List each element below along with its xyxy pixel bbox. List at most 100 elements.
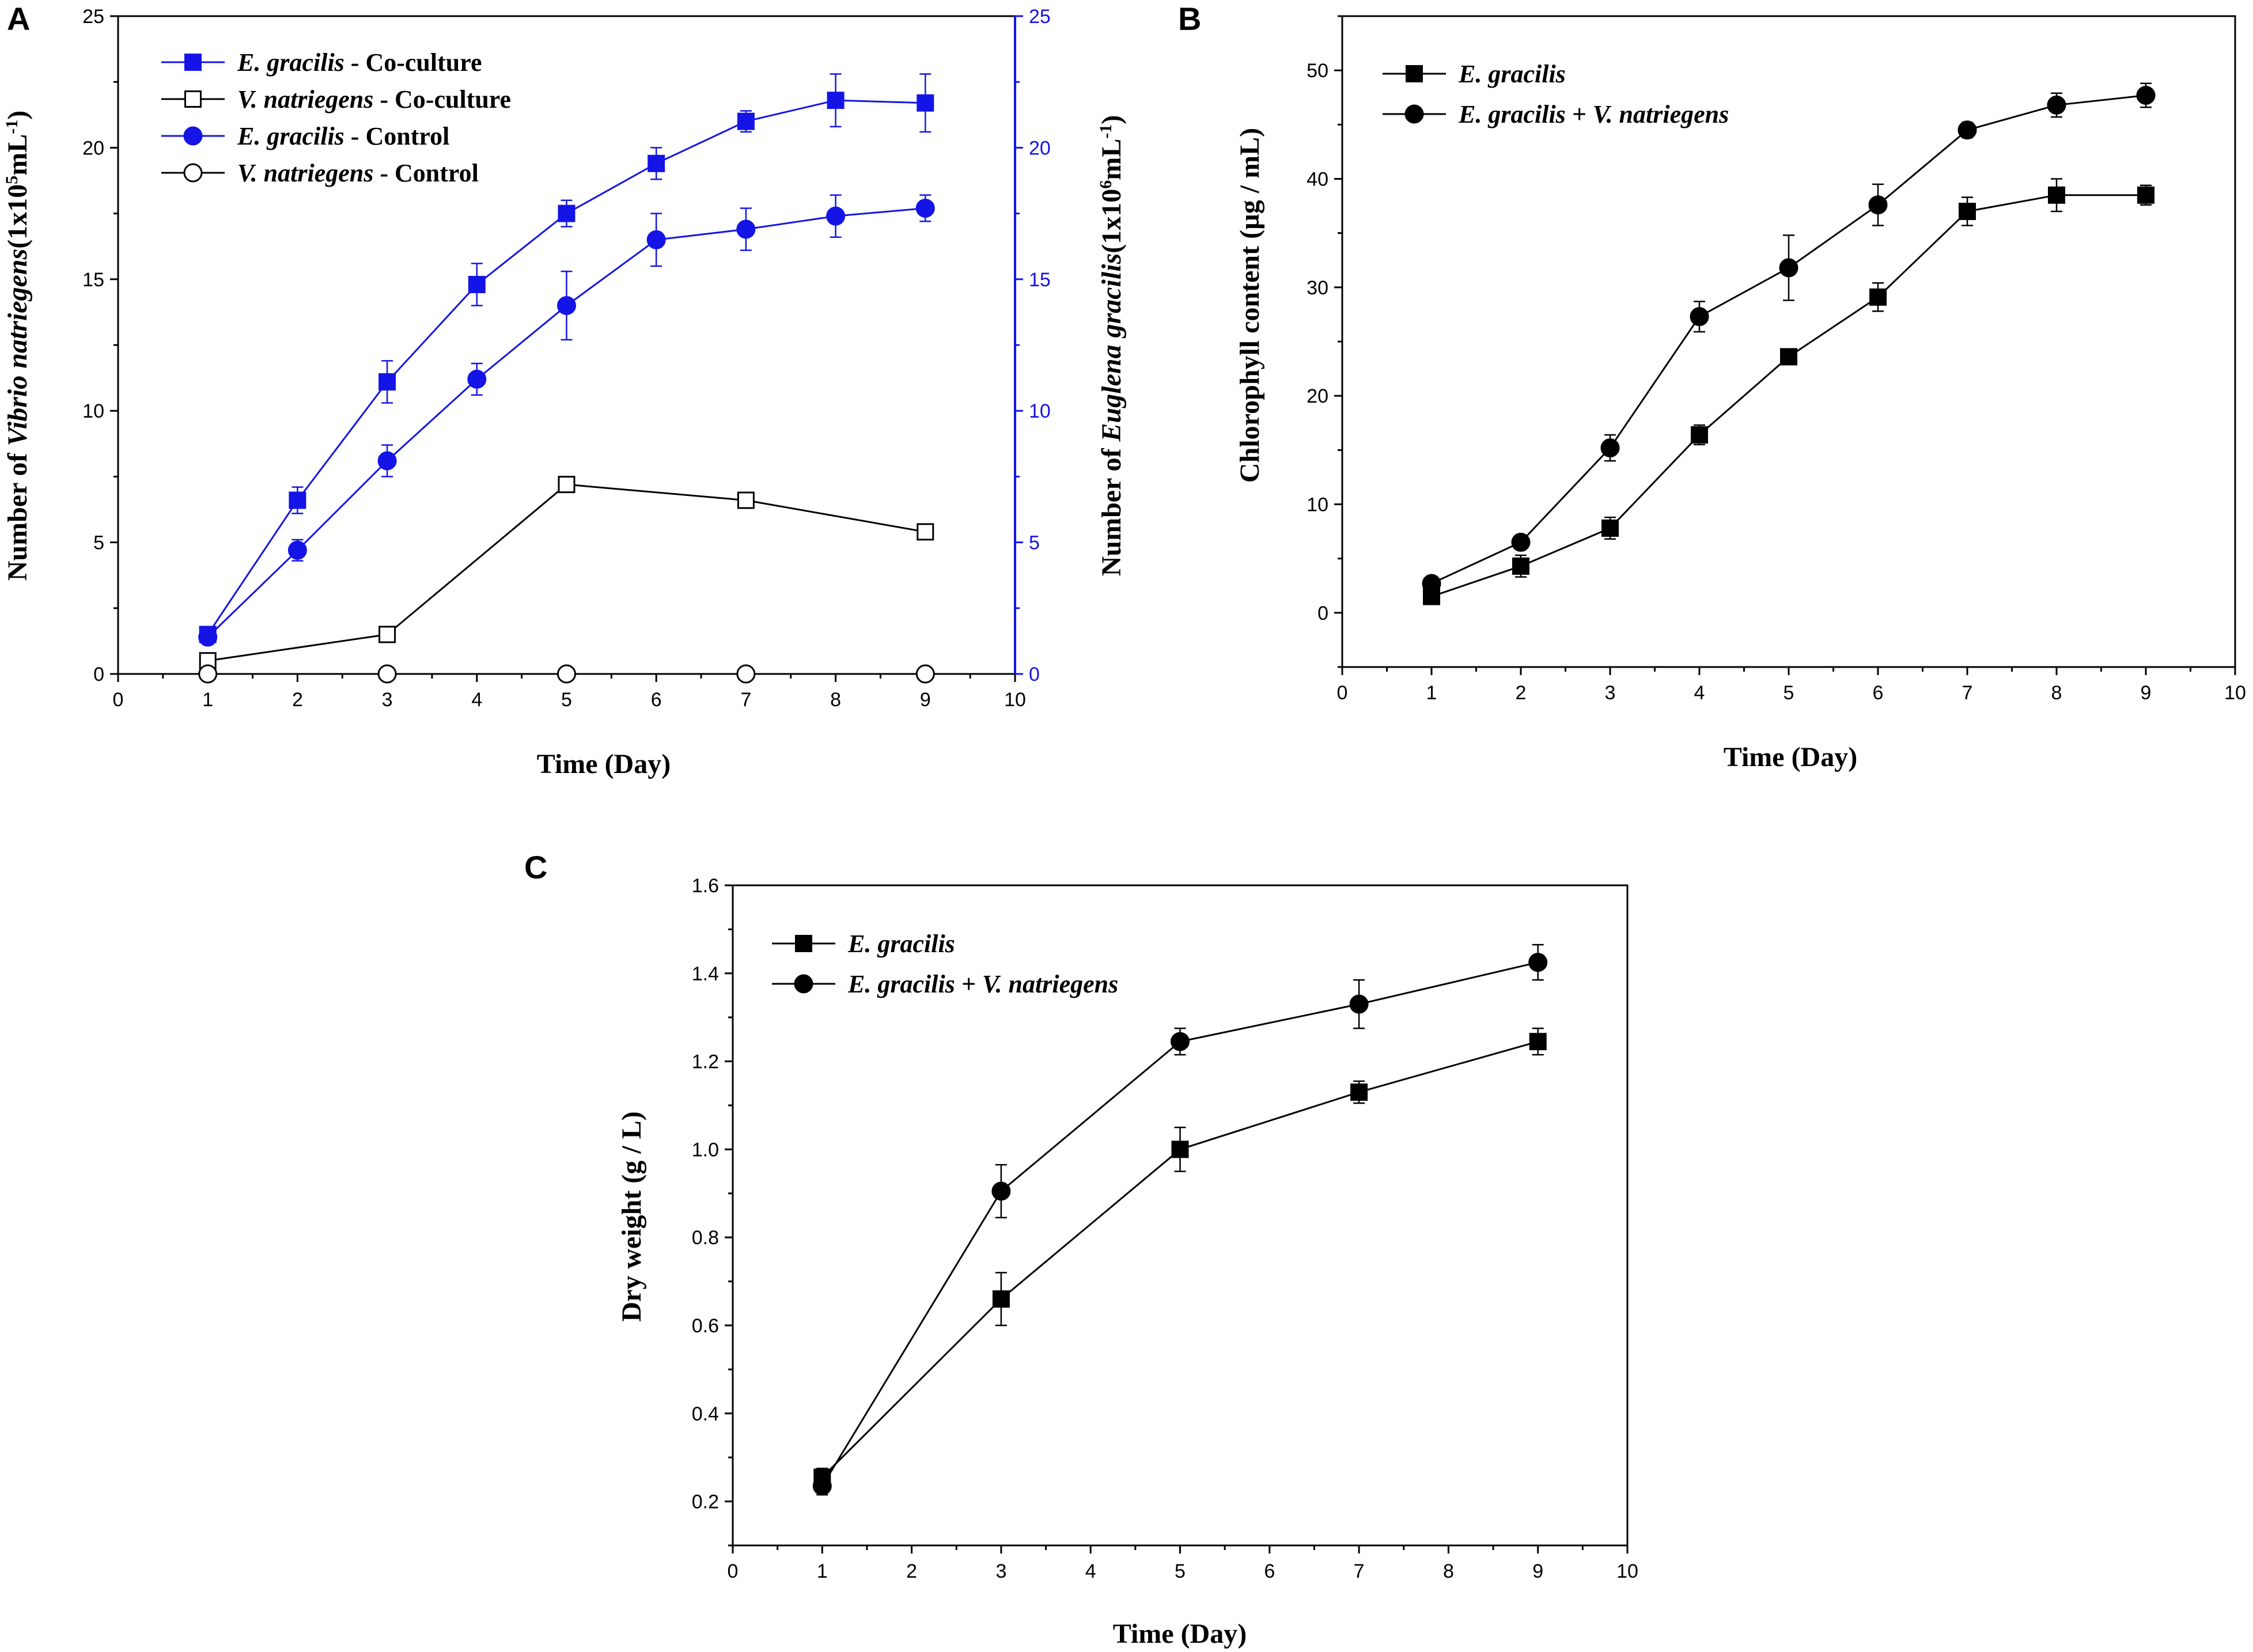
panel-c-x-tick-label: 8 — [1443, 1560, 1454, 1582]
panel-a-y-tick-label: 20 — [82, 137, 104, 159]
panel-a-letter: A — [7, 1, 30, 37]
panel-b-y-tick-label: 50 — [1307, 60, 1328, 82]
panel-a-legend-entry: E. gracilis - Co-culture — [237, 48, 482, 77]
panel-a-y-right-tick-label: 10 — [1029, 400, 1051, 422]
panel-a-data-point — [646, 230, 666, 249]
panel-a-series-3 — [198, 664, 935, 684]
panel-a-data-point — [377, 664, 397, 684]
panel-b-x-tick-label: 0 — [1337, 682, 1348, 704]
panel-c-y-tick-label: 1.2 — [692, 1051, 719, 1073]
panel-c-x-tick-label: 3 — [995, 1560, 1006, 1582]
panel-a-x-tick-label: 2 — [292, 689, 303, 711]
panel-a-y-right-tick-label: 25 — [1029, 6, 1051, 28]
panel-c-data-point — [1529, 1033, 1547, 1051]
panel-a-data-point — [827, 92, 845, 109]
panel-a-y-right-tick-label: 5 — [1029, 532, 1040, 554]
panel-a-frame — [117, 15, 1016, 675]
panel-a-data-point — [737, 491, 755, 509]
panel-b-data-point — [2047, 95, 2066, 115]
panel-a-y-right-tick-label: 20 — [1029, 137, 1051, 159]
panel-a-y-tick-label: 15 — [82, 269, 104, 291]
panel-c: C 0 1 2 3 4 5 6 7 8 9 10 0.2 0.4 0.6 0.8 1.0 1.2 1.4 1.6 Tim… — [524, 849, 1638, 1649]
panel-b-x-axis-title: Time (Day) — [1724, 742, 1857, 772]
panel-b-data-point — [1869, 288, 1887, 306]
panel-a-data-point — [468, 275, 486, 293]
panel-c-letter: C — [524, 849, 547, 885]
panel-c-x-tick-label: 9 — [1532, 1560, 1543, 1582]
panel-b-data-point — [1780, 348, 1797, 366]
panel-b-x-tick-label: 6 — [1873, 682, 1884, 704]
panel-a-y-tick-label: 10 — [82, 400, 104, 422]
panel-a-data-point — [915, 198, 935, 218]
panel-a-legend-entry: E. gracilis - Control — [237, 122, 449, 150]
panel-a-series-line — [207, 483, 926, 662]
panel-b-data-point — [1691, 426, 1708, 444]
panel-a-legend-marker — [183, 163, 203, 183]
panel-c-y-tick-label: 1.0 — [692, 1139, 719, 1161]
panel-c-x-axis-title: Time (Day) — [1113, 1619, 1247, 1649]
panel-a-y-right-tick-label: 0 — [1029, 664, 1040, 685]
panel-a-series-1 — [199, 476, 934, 670]
panel-a-legend-marker — [184, 90, 202, 108]
panel-b-legend-entry: E. gracilis — [1458, 60, 1566, 88]
panel-c-y-tick-label: 1.6 — [692, 875, 719, 897]
panel-b-x-tick-label: 7 — [1962, 682, 1973, 704]
panel-a-y-right-tick-label: 15 — [1029, 269, 1051, 291]
panel-b-data-point — [1868, 195, 1888, 215]
panel-c-series-1 — [812, 944, 1548, 1496]
panel-a-legend-entry: V. natriegens - Control — [237, 159, 479, 187]
panel-b-x-tick-label: 9 — [2141, 682, 2152, 704]
panel-a-data-point — [287, 540, 307, 560]
panel-c-y-tick-label: 0.8 — [692, 1227, 719, 1249]
panel-a-y-axis-title-right: Number of Euglena gracilis(1x106mL-1) — [1096, 115, 1127, 576]
panel-a-data-point — [558, 204, 575, 222]
panel-a-data-point — [198, 627, 218, 647]
panel-c-legend-marker — [794, 974, 813, 994]
panel-b-series-0 — [1423, 178, 2154, 605]
panel-a-x-tick-label: 10 — [1004, 689, 1026, 711]
panel-c-y-tick-label: 0.2 — [692, 1491, 719, 1513]
panel-c-data-point — [992, 1290, 1010, 1308]
panel-b-y-axis-title: Chlorophyll content (µg / mL) — [1235, 128, 1265, 483]
panel-b-data-point — [1957, 120, 1977, 140]
panel-a-data-point — [289, 491, 306, 509]
panel-b-data-point — [1600, 438, 1620, 458]
panel-c-y-tick-label: 1.4 — [692, 963, 719, 985]
panel-b-legend-entry: E. gracilis + V. natriegens — [1458, 100, 1729, 128]
panel-a-x-tick-label: 5 — [561, 689, 572, 711]
panel-b-data-point — [2137, 186, 2154, 204]
panel-a-data-point — [917, 523, 934, 541]
panel-b: B 0 1 2 3 4 5 6 7 8 9 10 0 10 20 30 40 50 Time (Day) Chloro… — [1178, 1, 2246, 772]
panel-a-x-tick-label: 7 — [740, 689, 751, 711]
panel-b-data-point — [1959, 203, 1976, 220]
panel-a-data-point — [378, 373, 396, 391]
panel-c-legend-marker — [795, 935, 812, 952]
panel-a-data-point — [377, 451, 397, 471]
panel-a-data-point — [557, 664, 576, 684]
panel-c-x-tick-label: 5 — [1175, 1560, 1186, 1582]
panel-b-data-point — [1422, 574, 1441, 593]
panel-c-legend-entry: E. gracilis — [847, 930, 955, 958]
panel-b-data-point — [1601, 519, 1619, 537]
panel-c-data-point — [812, 1476, 832, 1496]
panel-c-data-point — [1528, 953, 1548, 972]
panel-a-x-axis-title: Time (Day) — [537, 749, 671, 779]
panel-b-y-tick-label: 30 — [1307, 277, 1328, 299]
panel-b-x-tick-label: 8 — [2051, 682, 2062, 704]
panel-a-x-tick-label: 6 — [651, 689, 662, 711]
panel-c-legend-entry: E. gracilis + V. natriegens — [847, 970, 1118, 998]
panel-a-x-tick-label: 1 — [202, 689, 213, 711]
panel-a-data-point — [826, 206, 846, 226]
panel-b-legend-marker — [1406, 65, 1423, 82]
panel-c-series-0 — [813, 1028, 1547, 1487]
panel-b-legend-marker — [1404, 104, 1424, 124]
panel-b-y-tick-label: 10 — [1307, 494, 1328, 516]
panel-a-data-point — [736, 219, 756, 239]
panel-b-data-point — [2048, 186, 2065, 204]
panel-b-y-tick-label: 20 — [1307, 385, 1328, 407]
panel-c-data-point — [991, 1181, 1011, 1201]
panel-c-x-tick-label: 0 — [728, 1560, 739, 1582]
panel-a-y-tick-label: 25 — [82, 6, 104, 28]
panel-a-data-point — [915, 664, 935, 684]
